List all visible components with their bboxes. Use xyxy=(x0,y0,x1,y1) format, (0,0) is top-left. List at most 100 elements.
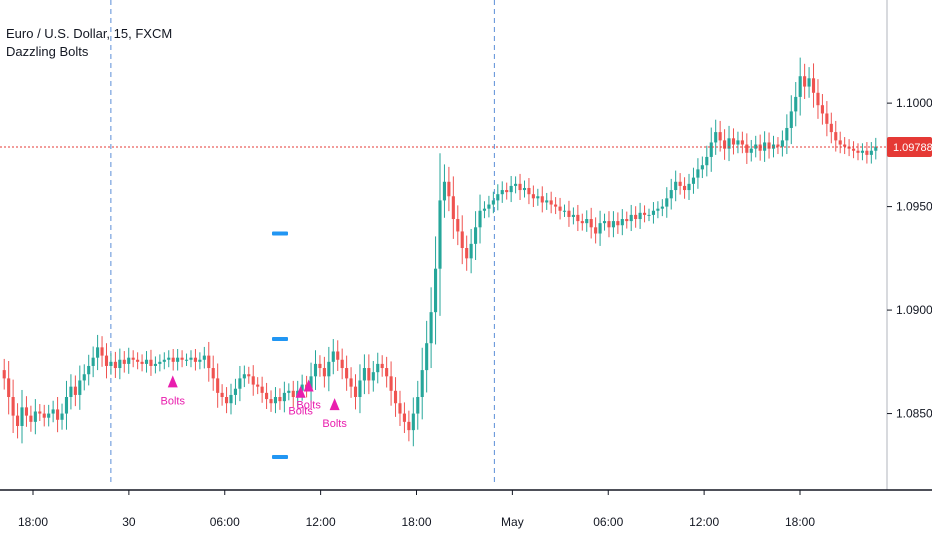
price-axis[interactable]: 1.10000 1.09500 1.09000 1.08500 xyxy=(887,96,932,421)
candle-body xyxy=(331,351,335,362)
candle-body xyxy=(634,214,638,220)
candle-body xyxy=(367,368,371,381)
candle-body xyxy=(460,231,464,248)
candle-body xyxy=(731,138,736,145)
candle-body xyxy=(64,397,69,414)
candle-body xyxy=(651,210,655,215)
candle-body xyxy=(531,194,535,199)
candle-body xyxy=(727,138,731,149)
candle-body xyxy=(47,413,51,418)
candle-body xyxy=(536,196,540,199)
candle-body xyxy=(242,374,246,379)
candle-body xyxy=(687,183,691,191)
candle-body xyxy=(78,380,82,395)
candle-body xyxy=(616,221,620,226)
candle-body xyxy=(184,359,189,361)
candle-body xyxy=(402,413,406,422)
time-tick-label: 18:00 xyxy=(401,515,431,529)
candle-body xyxy=(718,132,722,141)
candle-body xyxy=(829,123,833,133)
candle-body xyxy=(540,196,544,203)
candle-body xyxy=(571,214,575,217)
indicator-name[interactable]: Dazzling Bolts xyxy=(6,44,89,59)
candle-body xyxy=(865,150,869,155)
candle-body xyxy=(478,210,482,228)
candle-body xyxy=(749,148,753,153)
candle-body xyxy=(345,368,349,379)
candle-body xyxy=(714,132,718,143)
candle-body xyxy=(447,181,451,197)
candle-body xyxy=(2,370,6,379)
candle-body xyxy=(198,359,202,362)
candle-body xyxy=(794,96,798,112)
candle-body xyxy=(265,392,269,400)
candle-body xyxy=(442,181,447,201)
candle-body xyxy=(843,144,847,147)
candle-body xyxy=(660,206,664,209)
candle-body xyxy=(491,200,495,205)
candle-body xyxy=(580,221,584,224)
candle-body xyxy=(380,363,384,369)
candle-body xyxy=(309,376,313,389)
signal-arrow xyxy=(303,379,314,392)
candle-body xyxy=(238,378,242,389)
candle-body xyxy=(202,355,206,360)
time-tick-label: 30 xyxy=(122,515,136,529)
candle-body xyxy=(193,357,197,362)
candle-body xyxy=(469,243,473,259)
candle-body xyxy=(282,392,286,402)
candle-body xyxy=(171,357,175,362)
candle-body xyxy=(269,399,273,404)
candle-body xyxy=(180,357,184,360)
candle-body xyxy=(780,140,784,147)
candle-body xyxy=(820,105,824,114)
candle-body xyxy=(874,146,878,151)
candle-body xyxy=(674,181,678,191)
candle-body xyxy=(509,185,513,193)
candle-body xyxy=(411,413,415,431)
candle-body xyxy=(429,312,433,344)
candle-body xyxy=(847,146,851,149)
candle-body xyxy=(11,397,15,416)
candle-body xyxy=(745,144,749,153)
candle-body xyxy=(273,397,278,404)
candle-body xyxy=(158,361,162,364)
candle-body xyxy=(91,357,95,366)
signal-arrow xyxy=(329,398,340,411)
candle-body xyxy=(322,368,326,377)
time-axis[interactable]: 18:00 30 06:00 12:00 18:00 May 06:00 12:00 18:00 xyxy=(18,490,815,529)
candle-body xyxy=(789,111,793,128)
candle-body xyxy=(709,142,713,157)
candle-body xyxy=(118,359,122,369)
candle-body xyxy=(700,165,704,170)
candle-body xyxy=(527,187,531,195)
candle-body xyxy=(487,204,491,209)
candle-body xyxy=(371,372,375,381)
candle-body xyxy=(638,212,642,220)
candle-body xyxy=(562,210,567,212)
candle-body xyxy=(38,411,42,414)
candle-body xyxy=(225,397,229,404)
candle-body xyxy=(318,363,322,369)
candle-body xyxy=(669,190,673,199)
candle-body xyxy=(767,142,771,149)
candles-layer xyxy=(2,57,878,447)
candle-body xyxy=(300,384,304,391)
candle-body xyxy=(798,76,802,97)
candle-body xyxy=(287,390,291,393)
candle-body xyxy=(496,194,500,201)
time-tick-label: 06:00 xyxy=(593,515,623,529)
candle-body xyxy=(96,347,100,358)
candle-body xyxy=(336,351,340,360)
candle-body xyxy=(811,78,816,93)
candle-body xyxy=(665,198,669,207)
signal-label: Bolts xyxy=(322,418,347,430)
candle-body xyxy=(518,183,522,191)
candle-body xyxy=(696,169,700,178)
candle-body xyxy=(176,357,180,362)
candle-body xyxy=(629,214,633,222)
candle-body xyxy=(87,365,91,375)
candle-body xyxy=(216,378,220,393)
